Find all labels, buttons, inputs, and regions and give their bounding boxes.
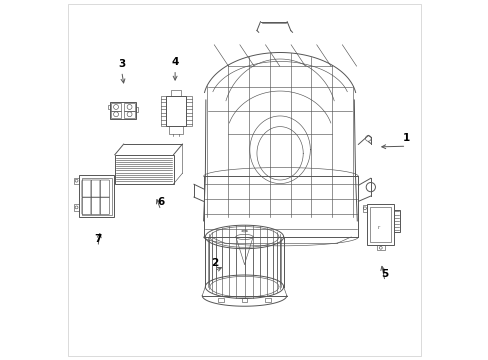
Bar <box>169 126 183 134</box>
Bar <box>376 245 384 250</box>
Bar <box>81 177 112 215</box>
Bar <box>79 175 114 217</box>
Bar <box>393 210 399 232</box>
Bar <box>135 107 138 112</box>
Bar <box>369 207 390 242</box>
Bar <box>74 177 79 184</box>
Bar <box>166 96 186 126</box>
Bar <box>186 96 191 126</box>
Bar <box>124 103 134 111</box>
Bar <box>124 111 134 118</box>
Bar <box>108 104 110 109</box>
Text: 1: 1 <box>402 133 409 143</box>
Bar <box>264 298 270 302</box>
Text: 7: 7 <box>94 234 102 244</box>
Text: 2: 2 <box>210 258 218 268</box>
Bar <box>218 298 224 302</box>
Bar <box>115 155 173 184</box>
Bar <box>111 103 121 111</box>
Bar <box>110 102 135 120</box>
Bar <box>74 204 79 211</box>
Bar <box>366 204 393 245</box>
Text: 6: 6 <box>157 197 164 207</box>
Text: 4: 4 <box>171 57 179 67</box>
Bar <box>171 90 181 96</box>
Bar <box>161 96 166 126</box>
Text: r: r <box>377 225 379 230</box>
Bar <box>241 298 247 302</box>
Bar <box>111 111 121 118</box>
Bar <box>362 205 366 212</box>
Text: 3: 3 <box>118 59 125 69</box>
Text: 5: 5 <box>381 269 388 279</box>
